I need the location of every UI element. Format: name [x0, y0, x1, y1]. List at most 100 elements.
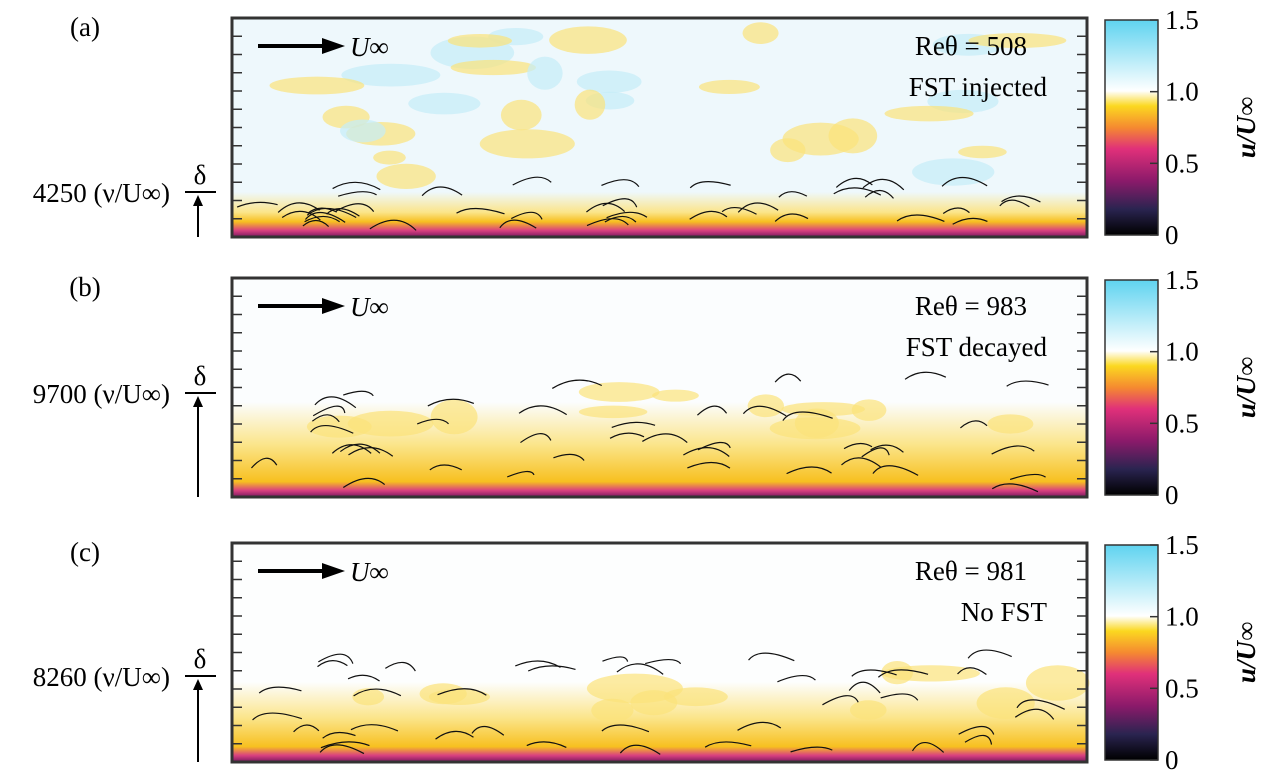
flow-patch — [881, 660, 914, 685]
contour — [350, 724, 399, 732]
contour — [310, 424, 354, 434]
contour — [778, 191, 808, 198]
contour — [862, 178, 905, 191]
flow-patch — [987, 414, 1034, 434]
contour — [1016, 699, 1065, 710]
contour — [611, 421, 656, 428]
contour — [307, 207, 337, 214]
flow-patch — [663, 687, 728, 707]
contour — [304, 215, 340, 223]
colorbar-tick-label: 0.5 — [1165, 673, 1199, 703]
contour — [302, 219, 330, 227]
scale-label: 9700 (ν/U∞) — [33, 379, 170, 409]
contour — [1001, 195, 1041, 203]
contour — [967, 649, 1012, 659]
contour — [737, 202, 779, 213]
flow-patch — [447, 34, 512, 48]
contour — [833, 187, 882, 196]
contour — [870, 444, 904, 453]
contour — [991, 445, 1035, 455]
colorbar-tick-label: 0 — [1165, 480, 1179, 510]
flow-patch — [591, 698, 634, 723]
contour — [911, 741, 945, 753]
contour — [696, 405, 728, 416]
contour — [311, 414, 340, 423]
contour — [774, 213, 809, 222]
contour — [843, 442, 873, 450]
contour — [896, 214, 945, 222]
contour — [957, 667, 987, 675]
colorbar — [1104, 279, 1159, 496]
contour — [416, 418, 449, 425]
contour — [312, 405, 346, 417]
contour — [904, 371, 947, 380]
colorbar-tick-label: 0 — [1165, 220, 1179, 250]
flow-patch — [527, 56, 563, 90]
contour — [1014, 708, 1055, 720]
flow-patch — [884, 105, 974, 122]
contour — [864, 189, 894, 199]
contour — [689, 210, 728, 220]
contour — [999, 199, 1030, 208]
contour — [602, 656, 629, 662]
reynolds-label: Reθ = 508 — [915, 31, 1027, 61]
flow-patch — [341, 63, 441, 87]
contour — [606, 211, 648, 219]
flow-patch — [851, 399, 887, 421]
contour — [601, 179, 640, 188]
flow-patch — [958, 145, 1007, 159]
contour — [326, 208, 360, 217]
contour — [250, 457, 278, 469]
colorbar-tick-label: 1.0 — [1165, 77, 1199, 107]
flow-patch — [376, 163, 436, 189]
contour — [782, 411, 833, 421]
flow-patch — [578, 405, 648, 419]
contour — [683, 447, 730, 457]
contour — [964, 734, 993, 745]
contour — [616, 663, 664, 675]
flow-patch — [549, 26, 627, 54]
reynolds-label: Reθ = 983 — [915, 291, 1027, 321]
contour — [960, 420, 988, 429]
colorbar-tick-label: 1.5 — [1165, 530, 1199, 560]
contour — [958, 725, 995, 735]
arrow-head — [193, 396, 203, 407]
contour — [258, 686, 302, 694]
arrow-head — [322, 38, 345, 54]
panels: U∞ Reθ = 508 FST injected (a) δ 4250 (ν/U∞) 0 0… — [33, 5, 1261, 775]
contour — [941, 176, 988, 187]
contour — [520, 433, 552, 444]
colorbar — [1104, 19, 1159, 236]
delta-label: δ — [194, 644, 207, 674]
velocity-field — [232, 543, 1087, 762]
contour — [318, 653, 354, 664]
contour — [952, 217, 988, 225]
contour — [317, 660, 348, 668]
contour — [518, 405, 568, 416]
colorbar-label: u/U∞ — [1231, 97, 1261, 158]
contour — [281, 210, 321, 221]
velocity-field — [232, 278, 1087, 497]
contour — [991, 483, 1039, 493]
flow-patch — [769, 417, 861, 440]
contour — [319, 744, 365, 755]
colorbar-tick-label: 0.5 — [1165, 408, 1199, 438]
contour — [848, 681, 881, 694]
contour — [835, 177, 873, 188]
contour — [742, 405, 787, 417]
delta-label: δ — [194, 160, 207, 190]
contour — [721, 207, 757, 215]
colorbar — [1104, 544, 1159, 761]
contour — [456, 207, 505, 215]
contour — [421, 186, 463, 197]
contour — [435, 730, 474, 740]
contour — [353, 688, 402, 697]
case-label: FST decayed — [906, 332, 1048, 362]
contour — [1009, 473, 1046, 481]
contour — [293, 724, 320, 733]
contour — [305, 212, 346, 223]
flow-patch — [269, 76, 365, 95]
contour — [277, 202, 320, 213]
contour — [604, 215, 637, 223]
